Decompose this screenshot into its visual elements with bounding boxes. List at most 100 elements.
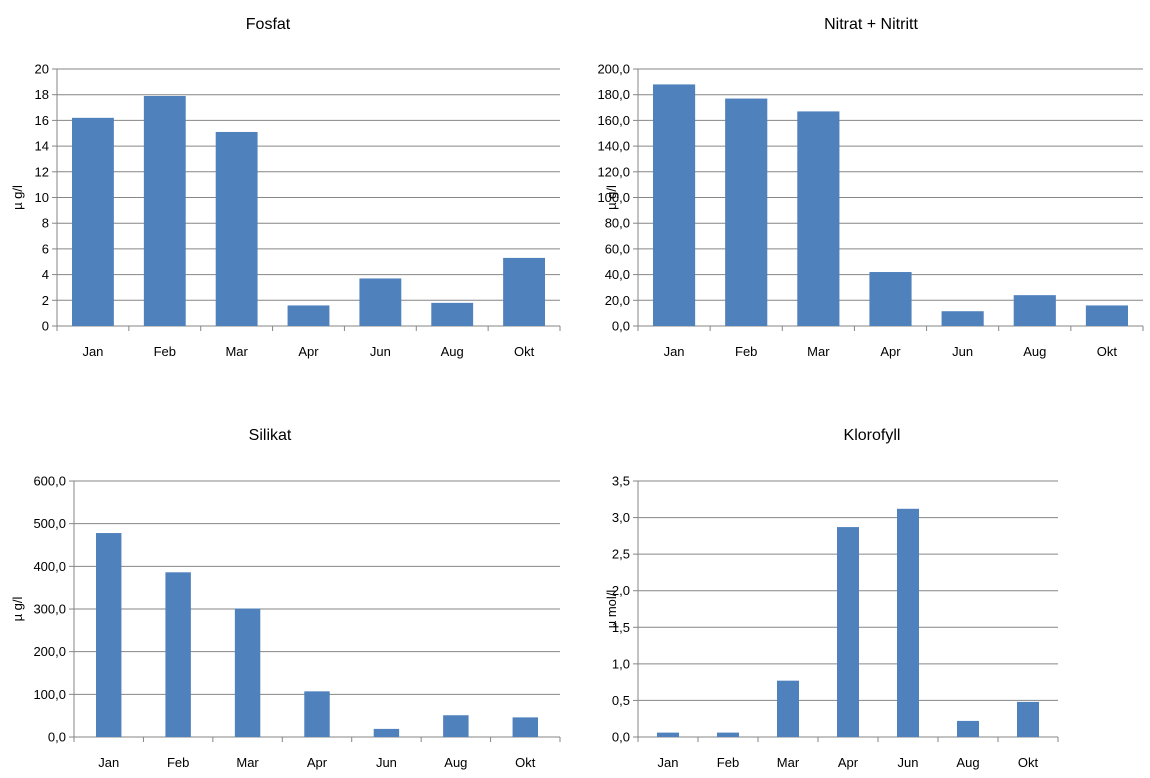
x-category-label: Apr — [307, 755, 328, 770]
x-category-label: Mar — [807, 344, 830, 359]
y-tick-label: 0,5 — [612, 693, 630, 708]
bar-jan — [657, 732, 679, 737]
x-category-label: Jun — [370, 344, 391, 359]
y-tick-label: 12 — [35, 164, 49, 179]
bar-jun — [897, 508, 919, 737]
x-category-label: Okt — [1018, 755, 1039, 770]
y-tick-label: 20,0 — [605, 293, 630, 308]
chart-1: Nitrat + Nitritt µ g/l 0,0 20,0 40,0 60,0 80,0… — [597, 16, 1144, 359]
x-category-label: Mar — [236, 755, 259, 770]
x-category-label: Mar — [777, 755, 800, 770]
bar-okt — [512, 717, 538, 737]
y-tick-label: 0,0 — [612, 730, 630, 745]
bar-feb — [717, 732, 739, 737]
x-category-label: Feb — [154, 344, 176, 359]
x-category-label: Jun — [898, 755, 919, 770]
x-category-label: Aug — [444, 755, 467, 770]
y-tick-label: 200,0 — [597, 62, 630, 77]
y-tick-label: 60,0 — [605, 241, 630, 256]
y-tick-label: 0,0 — [48, 730, 66, 745]
chart-0: Fosfat µ g/l 0 2 4 6 8 10 12 14 16 18 20 Jan Feb Mar Apr… — [10, 16, 561, 359]
y-tick-label: 20 — [35, 62, 49, 77]
x-category-label: Jan — [82, 344, 103, 359]
chart-title: Nitrat + Nitritt — [824, 16, 918, 33]
y-tick-label: 2,5 — [612, 547, 630, 562]
y-tick-label: 3,0 — [612, 510, 630, 525]
x-category-label: Jun — [952, 344, 973, 359]
y-tick-label: 2 — [42, 293, 49, 308]
bar-feb — [725, 98, 768, 327]
bar-jun — [359, 278, 402, 326]
y-tick-label: 600,0 — [33, 474, 66, 489]
y-tick-label: 100,0 — [597, 190, 630, 205]
x-category-label: Jan — [658, 755, 679, 770]
x-category-label: Mar — [225, 344, 248, 359]
bar-jan — [96, 533, 122, 737]
x-category-label: Feb — [735, 344, 757, 359]
bar-okt — [1017, 701, 1039, 737]
bar-feb — [143, 95, 186, 326]
bar-okt — [503, 257, 545, 326]
x-category-label: Okt — [514, 344, 535, 359]
bar-aug — [431, 302, 474, 326]
y-tick-label: 500,0 — [33, 516, 66, 531]
x-category-label: Feb — [167, 755, 189, 770]
y-tick-label: 120,0 — [597, 164, 630, 179]
x-category-label: Feb — [717, 755, 739, 770]
y-tick-label: 140,0 — [597, 139, 630, 154]
x-category-label: Okt — [515, 755, 536, 770]
y-tick-label: 180,0 — [597, 87, 630, 102]
y-axis-label: µ g/l — [10, 596, 25, 621]
x-category-label: Apr — [880, 344, 901, 359]
y-tick-label: 1,0 — [612, 656, 630, 671]
bar-apr — [869, 272, 912, 326]
chart-title: Fosfat — [246, 16, 291, 33]
chart-3: Klorofyll µ mol/l 0,0 0,5 1,0 1,5 2,0 2,5 3,0 3,5… — [604, 427, 1059, 770]
x-category-label: Jan — [664, 344, 685, 359]
bar-mar — [215, 131, 258, 326]
chart-title: Silikat — [249, 427, 292, 444]
x-category-label: Aug — [441, 344, 464, 359]
y-tick-label: 0 — [42, 319, 49, 334]
y-tick-label: 80,0 — [605, 216, 630, 231]
y-axis-label: µ g/l — [10, 185, 25, 210]
y-axis-label: µ g/l — [604, 185, 619, 210]
y-tick-label: 160,0 — [597, 113, 630, 128]
y-tick-label: 400,0 — [33, 559, 66, 574]
bar-aug — [957, 720, 979, 737]
bar-mar — [797, 111, 840, 326]
x-category-label: Jun — [376, 755, 397, 770]
y-tick-label: 40,0 — [605, 267, 630, 282]
bar-apr — [287, 305, 330, 326]
y-tick-label: 200,0 — [33, 644, 66, 659]
x-category-label: Apr — [838, 755, 859, 770]
y-tick-label: 1,5 — [612, 620, 630, 635]
bar-jun — [941, 311, 984, 326]
x-category-label: Aug — [956, 755, 979, 770]
y-tick-label: 14 — [35, 139, 49, 154]
y-tick-label: 2,0 — [612, 583, 630, 598]
bar-jan — [653, 84, 696, 326]
y-tick-label: 10 — [35, 190, 49, 205]
y-tick-label: 0,0 — [612, 319, 630, 334]
y-tick-label: 3,5 — [612, 474, 630, 489]
bar-apr — [304, 691, 330, 737]
y-tick-label: 6 — [42, 241, 49, 256]
chart-title: Klorofyll — [844, 427, 901, 444]
x-category-label: Apr — [298, 344, 319, 359]
y-axis-label: µ mol/l — [604, 590, 619, 629]
bar-aug — [1013, 295, 1056, 326]
x-category-label: Jan — [98, 755, 119, 770]
bar-apr — [837, 527, 859, 737]
x-category-label: Okt — [1097, 344, 1118, 359]
chart-2: Silikat µ g/l 0,0 100,0 200,0 300,0 400,0 500,0… — [10, 427, 561, 770]
bar-jan — [72, 117, 114, 326]
bar-aug — [443, 715, 469, 737]
bar-okt — [1085, 305, 1128, 326]
y-tick-label: 300,0 — [33, 602, 66, 617]
y-tick-label: 8 — [42, 216, 49, 231]
y-tick-label: 16 — [35, 113, 49, 128]
bar-jun — [373, 728, 400, 737]
y-tick-label: 100,0 — [33, 687, 66, 702]
